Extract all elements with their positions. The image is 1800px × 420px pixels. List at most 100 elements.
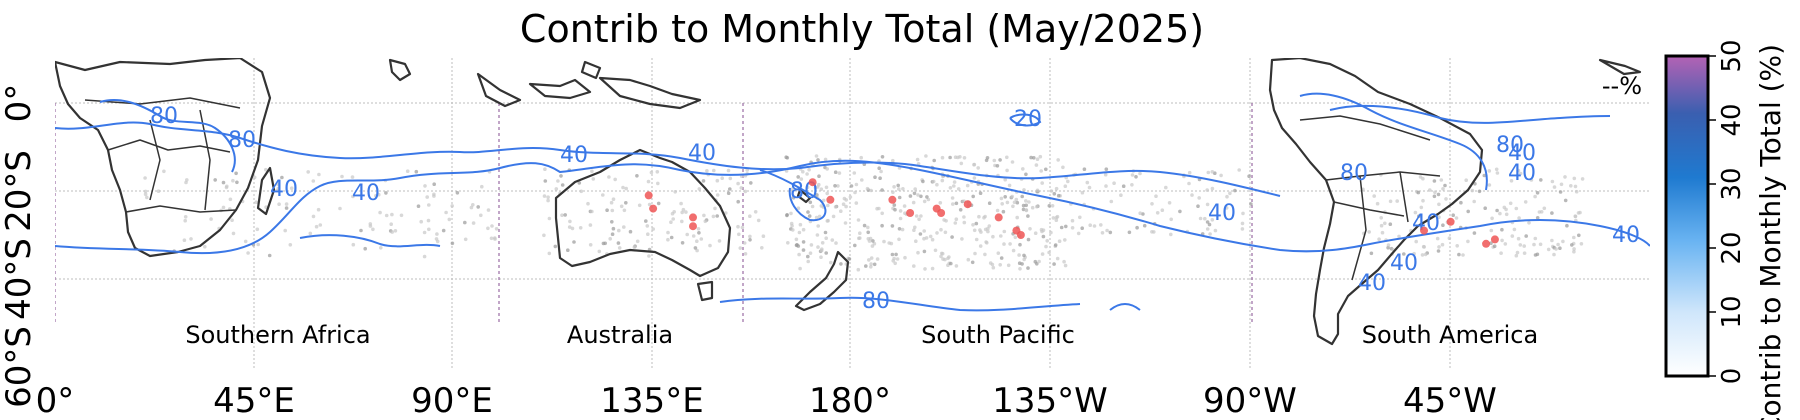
gray-point: [399, 213, 404, 218]
gray-point: [611, 197, 616, 201]
gray-point: [628, 229, 633, 234]
gray-point: [189, 237, 193, 241]
gray-point: [849, 184, 854, 188]
gray-point: [736, 181, 740, 186]
gray-point: [691, 234, 696, 238]
gray-point: [992, 158, 997, 163]
gray-point: [1055, 256, 1060, 261]
gray-point: [655, 170, 660, 174]
colorbar-gradient: [1664, 54, 1710, 378]
gray-point: [1196, 204, 1200, 208]
gray-point: [1447, 236, 1452, 240]
gray-point: [1433, 190, 1437, 195]
gray-point: [547, 251, 552, 256]
gray-point: [890, 224, 895, 228]
gray-point: [805, 185, 810, 189]
gray-point: [608, 237, 612, 241]
gray-point: [1489, 228, 1494, 233]
gray-point: [939, 227, 943, 232]
gray-point: [695, 248, 699, 253]
gray-point: [916, 250, 920, 255]
gray-point: [1057, 239, 1062, 243]
gray-point: [280, 175, 284, 180]
gray-point: [143, 176, 147, 180]
gray-point: [1437, 215, 1441, 219]
gray-point: [940, 178, 945, 183]
gray-point: [597, 249, 602, 254]
gray-point: [1523, 200, 1528, 204]
gray-point: [892, 185, 896, 189]
gray-point: [235, 180, 239, 185]
gray-point: [546, 195, 550, 199]
gray-point: [1076, 231, 1081, 236]
gray-point: [586, 201, 590, 206]
gray-point: [203, 244, 207, 249]
gray-point: [1026, 266, 1030, 270]
gray-point: [856, 267, 861, 272]
gray-point: [962, 220, 967, 225]
gray-point: [1577, 233, 1581, 238]
gray-point: [952, 184, 956, 188]
gray-point: [1441, 187, 1445, 191]
gray-point: [697, 231, 701, 235]
gray-point: [1510, 234, 1515, 238]
gray-point: [1579, 242, 1584, 246]
gray-point: [1518, 243, 1523, 247]
gray-point: [1010, 194, 1014, 199]
gray-point: [1051, 216, 1056, 220]
gray-point: [1573, 184, 1578, 189]
gray-point: [982, 215, 986, 220]
gray-point: [1419, 205, 1424, 210]
gray-point: [1027, 200, 1031, 204]
gray-point: [912, 228, 916, 232]
gray-point: [1002, 229, 1007, 234]
gray-point: [1527, 221, 1531, 225]
gray-point: [276, 186, 281, 191]
gray-point: [359, 228, 363, 233]
gray-point: [570, 226, 575, 231]
gray-point: [1498, 211, 1502, 216]
gray-point: [1529, 178, 1534, 182]
gray-point: [554, 187, 559, 191]
gray-point: [954, 201, 959, 206]
gray-point: [853, 243, 857, 248]
gray-point: [1024, 208, 1029, 213]
gray-point: [823, 157, 828, 162]
gray-point: [943, 230, 948, 235]
gray-point: [1538, 242, 1543, 247]
gray-point: [669, 235, 674, 240]
gray-point: [455, 191, 460, 195]
gray-point: [950, 196, 955, 200]
gray-point: [959, 161, 964, 166]
gray-point: [938, 201, 943, 205]
gray-point: [1522, 244, 1526, 248]
gray-point: [919, 194, 923, 199]
gray-point: [254, 200, 259, 204]
gray-point: [1100, 231, 1105, 235]
gray-point: [864, 264, 868, 268]
gray-point: [162, 169, 166, 174]
gray-point: [681, 207, 686, 212]
gray-point: [984, 158, 989, 163]
gray-point: [823, 230, 828, 235]
gray-point: [275, 182, 280, 186]
gray-point: [970, 260, 975, 265]
gray-point: [1087, 185, 1092, 190]
gray-point: [1388, 222, 1393, 226]
gray-point: [624, 186, 628, 191]
gray-point: [213, 178, 217, 182]
x-tick-label: 180°: [809, 381, 891, 420]
y-tick-label: 0°: [0, 84, 39, 123]
gray-point: [1416, 190, 1421, 195]
gray-point: [998, 263, 1002, 267]
gray-point: [1164, 185, 1168, 190]
gray-point: [1034, 163, 1039, 167]
gray-point: [1040, 181, 1044, 185]
gray-point: [1402, 252, 1406, 256]
gray-point: [715, 178, 720, 183]
gray-point: [1417, 214, 1421, 218]
gray-point: [866, 230, 870, 235]
gray-point: [1487, 169, 1492, 173]
gray-point: [891, 158, 895, 163]
